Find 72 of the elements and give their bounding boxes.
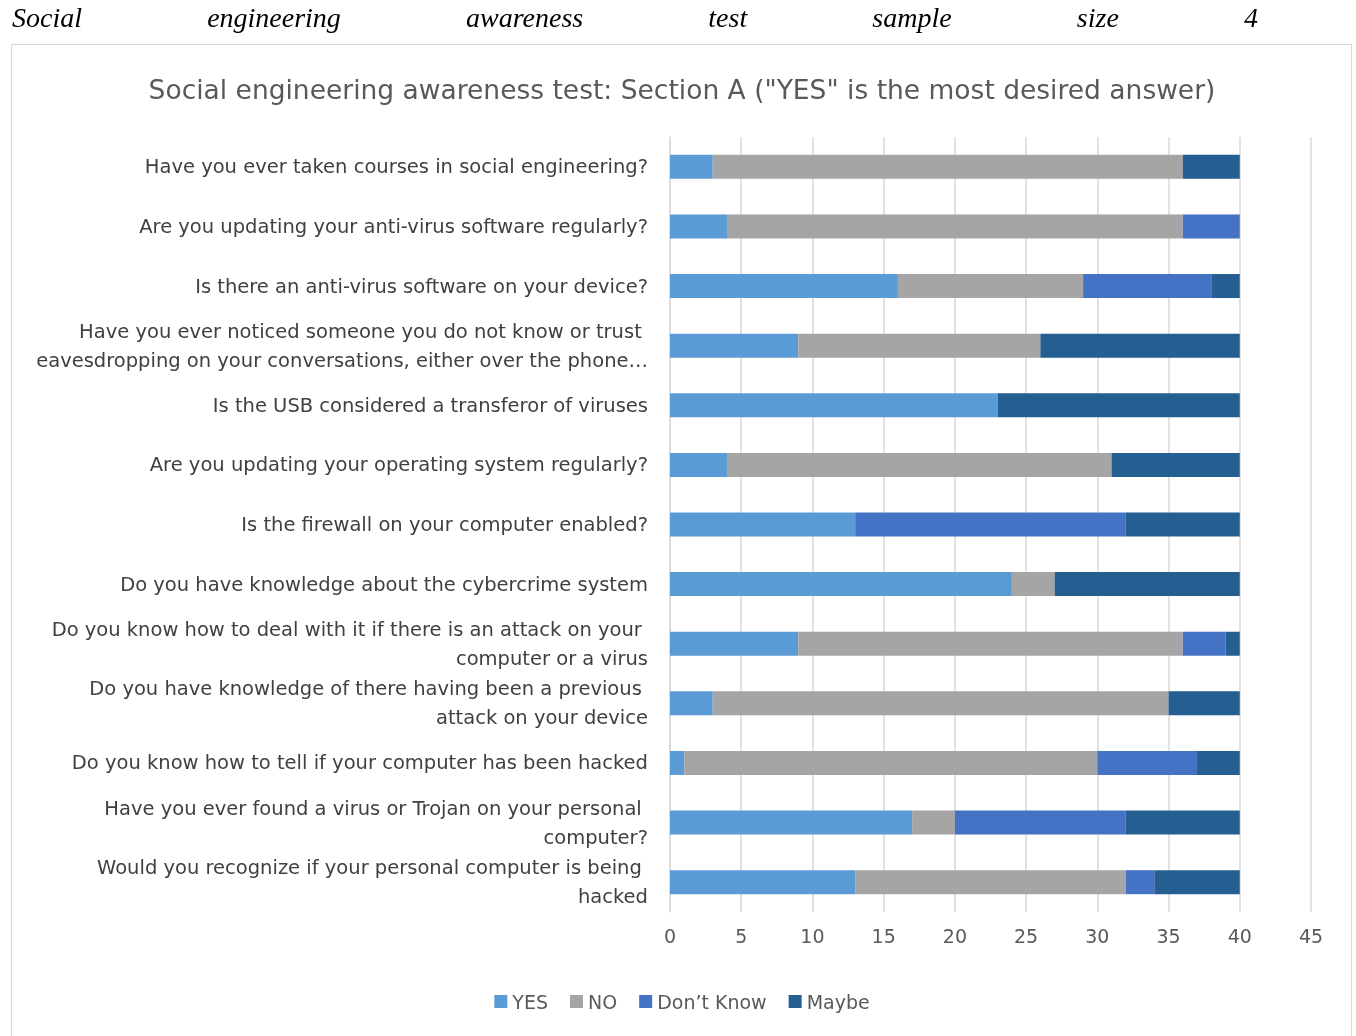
bar [1182, 631, 1226, 656]
y-tick-label: Are you updating your anti-virus software regularly? [139, 214, 648, 238]
y-tick-label: Is the USB considered a transferor of viruses [212, 393, 648, 417]
bar [670, 870, 856, 895]
x-tick-label: 15 [871, 924, 896, 947]
bar [712, 691, 1169, 716]
bar [1054, 572, 1240, 597]
bar [1154, 870, 1240, 895]
x-tick-label: 5 [735, 924, 748, 947]
bar [1125, 512, 1240, 537]
bar [1111, 452, 1240, 477]
bar [1197, 750, 1240, 775]
bar [684, 750, 1098, 775]
text: Social engineering awareness test sample size 4 [12, 2, 1258, 34]
bar [1040, 333, 1240, 358]
x-tick-label: 35 [1156, 924, 1181, 947]
bar [912, 810, 955, 835]
bar [726, 452, 1112, 477]
bar [1168, 691, 1240, 716]
legend-label: Maybe [806, 990, 870, 1013]
bar [798, 333, 1041, 358]
y-tick-label: Do you have knowledge of there having been a previous attack on your device [89, 677, 648, 730]
bar [1011, 572, 1055, 597]
legend-label: Don’t Know [657, 990, 767, 1013]
bar [1225, 631, 1240, 656]
y-tick-label: Is there an anti-virus software on your device? [195, 274, 648, 298]
x-tick-label: 10 [800, 924, 825, 947]
chart-title: Social engineering awareness test: Section A ("YES" is the most desired answer) [148, 74, 1216, 105]
bar [670, 631, 799, 656]
bar [670, 750, 685, 775]
y-tick-label: Do you know how to tell if your computer has been hacked [71, 751, 648, 775]
bar [897, 274, 1084, 299]
bar [1083, 274, 1212, 299]
bar [670, 810, 913, 835]
y-tick-label: Would you recognize if your personal computer is being hacked [97, 856, 648, 909]
bar [1211, 274, 1240, 299]
bar [1097, 750, 1198, 775]
x-tick-label: 30 [1085, 924, 1110, 947]
y-tick-label: Have you ever found a virus or Trojan on your personal computer? [104, 796, 648, 849]
bar [670, 691, 713, 716]
bar [670, 572, 1012, 597]
legend-label: NO [587, 990, 618, 1013]
bar [1125, 870, 1155, 895]
y-tick-label: Do you know how to deal with it if there is an attack on your computer or a virus [51, 617, 648, 670]
y-tick-label: Are you updating your operating system regularly? [149, 453, 648, 477]
bar [855, 512, 1126, 537]
bar [954, 810, 1126, 835]
bar [670, 274, 898, 299]
y-tick-label: Have you ever noticed someone you do not know or trust eavesdropping on your conversations, either over the phone… [36, 319, 648, 372]
x-tick-label: 25 [1014, 924, 1039, 947]
bar [726, 214, 1183, 239]
y-tick-label: Is the firewall on your computer enabled? [241, 513, 648, 536]
bar [670, 333, 799, 358]
legend-label: YES [511, 990, 548, 1013]
bar [670, 512, 856, 537]
bar [997, 393, 1240, 418]
x-tick-label: 0 [663, 924, 677, 947]
bar [1182, 154, 1240, 179]
bar [670, 154, 713, 179]
bar [670, 452, 727, 477]
bar [712, 154, 1183, 179]
x-tick-label: 40 [1227, 924, 1252, 947]
x-tick-label: 45 [1298, 924, 1324, 947]
bar [798, 631, 1183, 656]
y-tick-label: Do you have knowledge about the cybercrime system [120, 572, 648, 596]
bar [670, 214, 727, 239]
bar [855, 870, 1126, 895]
y-tick-label: Have you ever taken courses in social engineering? [144, 155, 648, 179]
bar [1182, 214, 1240, 239]
bar [1125, 810, 1240, 835]
x-tick-label: 20 [942, 924, 967, 947]
bar [670, 393, 998, 418]
